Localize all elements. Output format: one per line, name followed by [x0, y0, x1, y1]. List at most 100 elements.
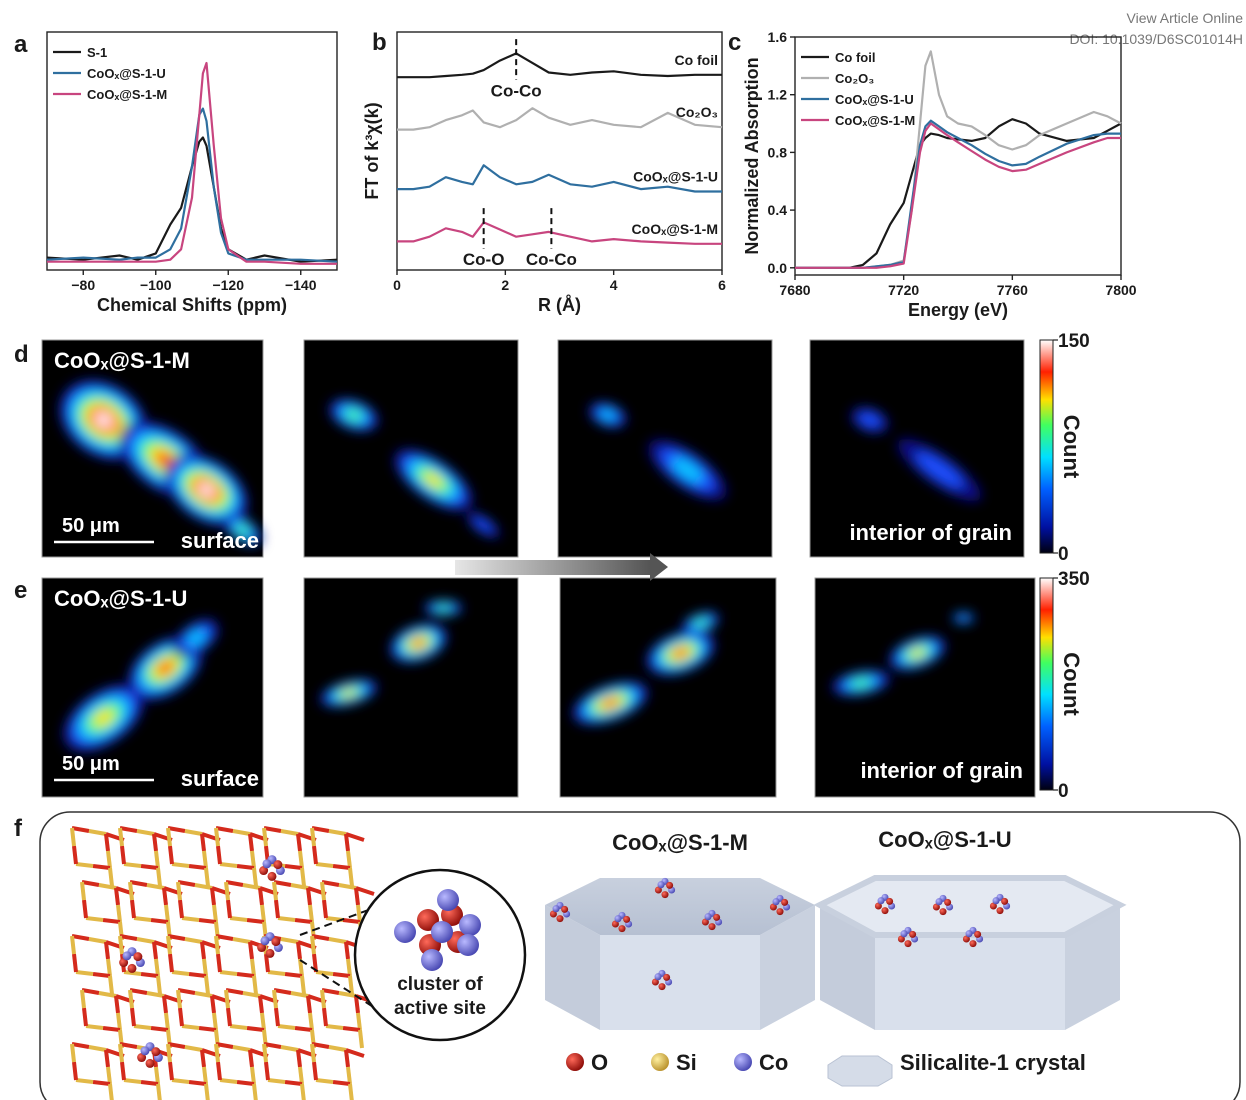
bond [350, 1084, 352, 1100]
atom [996, 907, 1003, 914]
atom [262, 859, 271, 868]
bond [206, 976, 208, 994]
bond [262, 905, 264, 922]
atom [122, 951, 131, 960]
x-tick-label: 4 [610, 277, 618, 293]
panel-letter: a [14, 31, 28, 58]
legend-atom [734, 1053, 752, 1071]
atom [459, 914, 481, 936]
atom [273, 860, 282, 869]
legend-label: Si [676, 1050, 697, 1075]
series-label: CoOₓ@S-1-M [632, 221, 718, 237]
article-link[interactable]: View Article Online [1127, 10, 1244, 26]
bond [266, 1062, 268, 1080]
x-tick-label: 6 [718, 277, 726, 293]
bond [120, 936, 122, 954]
atom [260, 936, 269, 945]
bond [199, 920, 216, 922]
atom [661, 891, 668, 898]
bond [247, 1028, 264, 1030]
atom [708, 923, 715, 930]
bond [312, 936, 314, 954]
bond [322, 990, 324, 1008]
legend-label: O [591, 1050, 608, 1075]
bond [252, 959, 254, 976]
bond [84, 900, 86, 918]
atom [140, 1046, 149, 1055]
atom [904, 940, 911, 947]
atom [713, 914, 720, 921]
bond [237, 866, 254, 868]
bond [76, 864, 93, 866]
bond [204, 851, 206, 868]
annotation-label: Co-O [463, 250, 505, 269]
bond [156, 1067, 158, 1084]
atom [993, 897, 1000, 904]
bond [348, 959, 350, 976]
bond [237, 1082, 254, 1084]
annotation-label: Co-Co [491, 81, 542, 100]
y-tick-label: 1.2 [768, 87, 788, 103]
bond [278, 918, 295, 920]
bond [333, 1082, 350, 1084]
bond [302, 976, 304, 994]
bond [156, 851, 158, 868]
bond [206, 868, 208, 886]
bond [86, 1026, 103, 1028]
atom [974, 931, 981, 938]
colorbar-label: Count [1059, 652, 1084, 716]
cluster-label: active site [394, 998, 486, 1019]
atom [556, 915, 563, 922]
legend-label: Silicalite-1 crystal [900, 1050, 1086, 1075]
map-image [560, 578, 776, 797]
bond [122, 1062, 124, 1080]
bond [278, 1026, 295, 1028]
bond [326, 1026, 343, 1028]
bond [268, 972, 285, 974]
bond [76, 1080, 93, 1082]
x-tick-label: 2 [501, 277, 509, 293]
data-line [397, 53, 722, 77]
bond [132, 1008, 134, 1026]
atom [457, 934, 479, 956]
bond [295, 1028, 312, 1030]
bond [333, 866, 350, 868]
bond [302, 1084, 304, 1100]
legend-label: CoOₓ@S-1-U [835, 92, 914, 107]
bond [220, 1080, 237, 1082]
crystal-front [875, 935, 1065, 1030]
bond [151, 920, 168, 922]
atom [781, 899, 788, 906]
y-tick-label: 1.6 [768, 29, 788, 45]
bond [322, 882, 324, 900]
atom [658, 983, 665, 990]
bond [110, 1084, 112, 1100]
legend-atom [566, 1053, 584, 1071]
bond [74, 954, 76, 972]
y-axis-label: FT of k³χ(k) [362, 102, 382, 199]
bond [178, 882, 180, 900]
y-tick-label: 0.4 [768, 202, 788, 218]
bond [168, 828, 170, 846]
bond [314, 1062, 316, 1080]
atom [966, 930, 973, 937]
colorbar-tick-label: 0 [1058, 781, 1069, 802]
bond [204, 1067, 206, 1084]
bond [220, 972, 237, 974]
colorbar-label: Count [1059, 415, 1084, 479]
bond [237, 974, 254, 976]
bond [76, 972, 93, 974]
atom [663, 974, 670, 981]
bond [312, 1044, 314, 1062]
bond [82, 882, 84, 900]
colorbar-tick-label: 150 [1058, 331, 1090, 352]
bond [108, 959, 110, 976]
bond [189, 866, 206, 868]
bond [302, 868, 304, 886]
bond [350, 868, 352, 886]
colorbar-tick-label: 350 [1058, 569, 1090, 590]
bond [141, 974, 158, 976]
atom [936, 898, 943, 905]
bond [254, 868, 256, 886]
bond [120, 828, 122, 846]
